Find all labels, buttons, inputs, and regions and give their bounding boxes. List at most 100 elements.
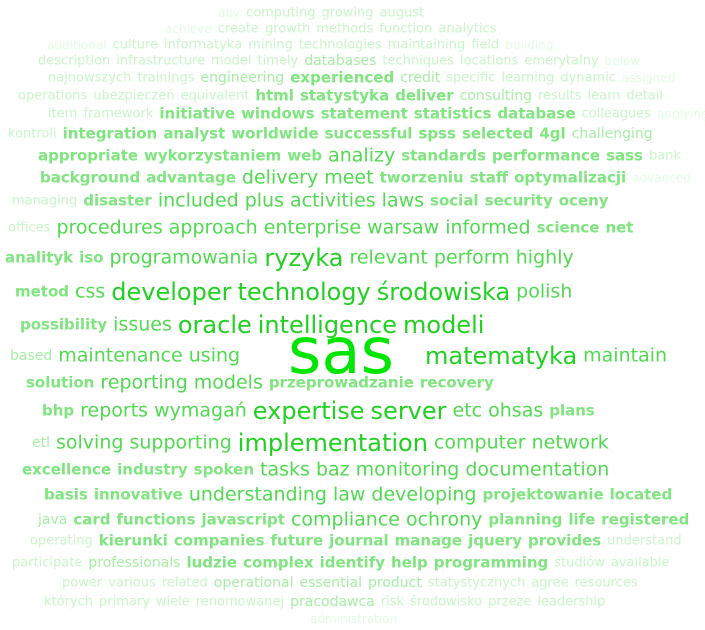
cloud-word-consulting: consulting	[459, 88, 532, 104]
cloud-word-oceny: oceny	[558, 191, 609, 210]
cloud-word-below: below	[604, 54, 641, 68]
cloud-word-sass: sass	[606, 146, 643, 165]
cloud-word-operations: operations	[18, 88, 88, 104]
cloud-word-companies: companies	[173, 531, 265, 550]
cloud-word-function: function	[379, 21, 433, 37]
cloud-word-growth: growth	[265, 21, 311, 37]
cloud-word-trainings: trainings	[137, 70, 195, 86]
cloud-word-field: field	[471, 37, 500, 53]
cloud-word-approach: approach	[168, 216, 258, 239]
cloud-word-worldwide: worldwide	[231, 124, 319, 143]
cloud-word-locations: locations	[460, 53, 519, 69]
cloud-word-description: description	[38, 53, 111, 69]
cloud-word-reporting: reporting	[100, 371, 188, 394]
cloud-word-relevant: relevant	[349, 246, 428, 269]
cloud-word-future: future	[270, 531, 324, 550]
cloud-word-ohsas: ohsas	[488, 399, 544, 422]
cloud-word-administration: administration	[310, 612, 398, 626]
cloud-word-integration: integration	[62, 124, 158, 143]
cloud-word-performance: performance	[492, 146, 601, 165]
cloud-word-help: help	[391, 553, 428, 572]
cloud-word-understand: understand	[607, 533, 682, 549]
cloud-word-analyst: analyst	[163, 124, 226, 143]
cloud-word-framework: framework	[83, 106, 154, 122]
cloud-word-located: located	[609, 485, 673, 504]
cloud-word-informatyka: informatyka	[164, 37, 243, 53]
cloud-word-przeze: przeze	[488, 594, 532, 610]
cloud-word-wykorzystaniem: wykorzystaniem	[144, 146, 282, 165]
cloud-word-leadership: leadership	[537, 594, 606, 610]
cloud-word-applying: applying	[657, 107, 705, 121]
cloud-word-related: related	[161, 575, 208, 591]
cloud-word-enterprise: enterprise	[263, 216, 362, 239]
cloud-word-analytics: analytics	[438, 21, 497, 37]
cloud-word-supporting: supporting	[129, 431, 232, 454]
cloud-word-provides: provides	[527, 531, 602, 550]
cloud-word-professionals: professionals	[88, 555, 181, 571]
cloud-word-studiów: studiów	[554, 555, 605, 571]
cloud-word-tworzeniu: tworzeniu	[379, 168, 464, 187]
cloud-word-pracodawca: pracodawca	[290, 594, 375, 610]
cloud-word-spss: spss	[418, 124, 456, 143]
cloud-word-meet: meet	[324, 166, 374, 189]
cloud-word-staff: staff	[469, 168, 509, 187]
cloud-word-product: product	[368, 575, 422, 591]
cloud-word-delivery: delivery	[241, 166, 319, 189]
cloud-word-solution: solution	[26, 373, 95, 392]
cloud-word-infrastructure: infrastructure	[116, 53, 206, 69]
cloud-word-renomowanej: renomowanej	[195, 594, 285, 610]
cloud-word-participate: participate	[12, 555, 83, 571]
cloud-word-selected: selected	[461, 124, 534, 143]
cloud-word-deliver: deliver	[395, 86, 454, 105]
cloud-word-detail: detail	[626, 88, 664, 104]
cloud-word-kierunki: kierunki	[98, 531, 168, 550]
cloud-word-learning: learning	[501, 70, 555, 86]
cloud-word-item: item	[48, 106, 78, 122]
cloud-word-środowisko: środowisko	[410, 594, 483, 610]
cloud-word-results: results	[537, 88, 582, 104]
cloud-word-based: based	[10, 348, 53, 364]
cloud-word-initiative: initiative	[159, 104, 236, 123]
cloud-word-timely: timely	[257, 53, 299, 69]
cloud-word-ochrony: ochrony	[405, 508, 483, 531]
cloud-word-metod: metod	[15, 282, 70, 301]
cloud-word-wymagań: wymagań	[154, 399, 247, 422]
cloud-word-complex: complex	[243, 553, 314, 572]
cloud-word-activities: activities	[290, 189, 376, 212]
cloud-word-windows: windows	[241, 104, 315, 123]
cloud-word-bank: bank	[649, 148, 681, 164]
cloud-word-technology: technology	[237, 278, 371, 306]
cloud-word-agree: agree	[531, 575, 569, 591]
cloud-word-additional: additional	[47, 38, 107, 52]
cloud-word-4gl: 4gl	[539, 124, 566, 143]
cloud-word-building: building	[505, 38, 554, 52]
cloud-word-documentation: documentation	[465, 458, 610, 481]
cloud-word-perform: perform	[433, 246, 510, 269]
cloud-word-maintaining: maintaining	[387, 37, 466, 53]
cloud-word-expertise: expertise	[252, 397, 365, 425]
cloud-word-risk: risk	[380, 594, 405, 610]
cloud-word-iso: iso	[79, 248, 104, 267]
cloud-word-oracle: oracle	[177, 311, 252, 339]
cloud-word-reports: reports	[80, 399, 149, 422]
cloud-word-spoken: spoken	[193, 460, 255, 479]
cloud-word-plans: plans	[549, 401, 595, 420]
cloud-word-aby: aby	[218, 6, 241, 20]
cloud-word-journal: journal	[329, 531, 389, 550]
cloud-word-java: java	[38, 512, 68, 528]
cloud-word-intelligence: intelligence	[257, 311, 397, 339]
cloud-word-advanced: advanced	[632, 171, 691, 185]
cloud-word-law: law	[332, 483, 366, 506]
cloud-word-appropriate: appropriate	[38, 146, 139, 165]
cloud-word-których: których	[44, 594, 94, 610]
cloud-word-css: css	[75, 280, 106, 303]
cloud-word-growing: growing	[321, 5, 374, 21]
cloud-word-learn: learn	[587, 88, 621, 104]
cloud-word-statystyka: statystyka	[299, 86, 390, 105]
cloud-word-baz: baz	[315, 458, 350, 481]
cloud-word-developing: developing	[371, 483, 477, 506]
cloud-word-sas: sas	[288, 315, 394, 389]
cloud-word-industry: industry	[117, 460, 188, 479]
cloud-word-optymalizacji: optymalizacji	[514, 168, 627, 187]
